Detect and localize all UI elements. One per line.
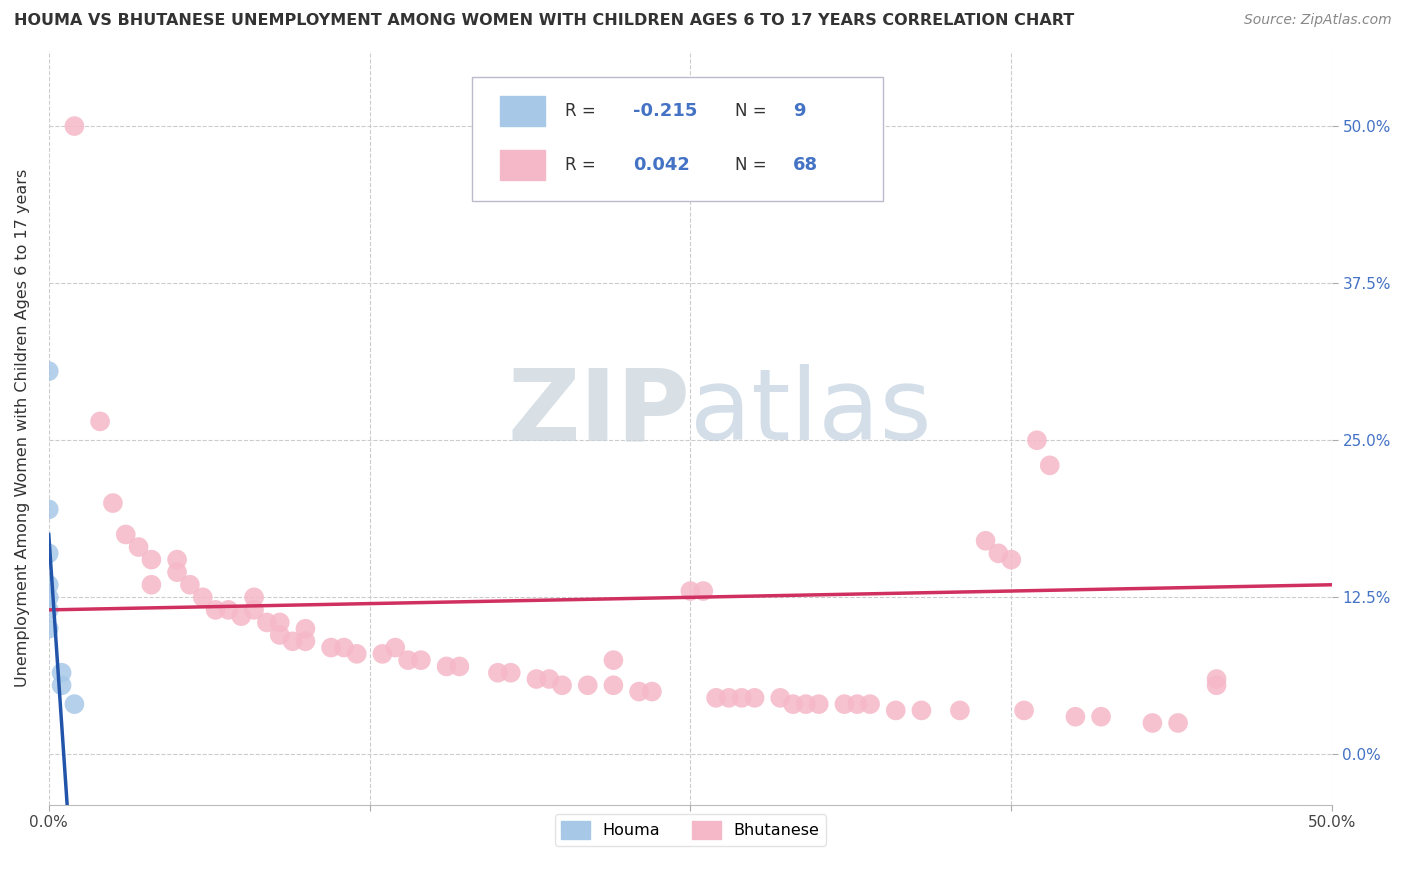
Point xyxy=(319,640,342,655)
Point xyxy=(63,119,86,133)
Point xyxy=(628,684,651,698)
Text: N =: N = xyxy=(735,156,772,174)
Text: R =: R = xyxy=(565,156,600,174)
Bar xyxy=(501,150,546,180)
Point xyxy=(38,603,60,617)
Point xyxy=(769,690,792,705)
Point xyxy=(1205,678,1227,692)
Point xyxy=(782,697,804,711)
Point xyxy=(128,540,150,554)
Point xyxy=(63,697,86,711)
Point xyxy=(333,640,356,655)
Point xyxy=(846,697,869,711)
Point xyxy=(884,703,907,717)
Point xyxy=(384,640,406,655)
Y-axis label: Unemployment Among Women with Children Ages 6 to 17 years: Unemployment Among Women with Children A… xyxy=(15,169,30,687)
Point xyxy=(576,678,599,692)
Point xyxy=(371,647,394,661)
Point xyxy=(1025,434,1047,448)
Point xyxy=(204,603,226,617)
Text: 9: 9 xyxy=(793,102,806,120)
Text: -0.215: -0.215 xyxy=(633,102,697,120)
Point xyxy=(89,414,111,428)
Point xyxy=(974,533,997,548)
Text: atlas: atlas xyxy=(690,364,932,461)
Point xyxy=(1205,672,1227,686)
Point xyxy=(1039,458,1062,473)
Legend: Houma, Bhutanese: Houma, Bhutanese xyxy=(555,814,827,846)
Point xyxy=(551,678,574,692)
Point xyxy=(179,578,201,592)
Point xyxy=(692,584,714,599)
Point xyxy=(191,591,214,605)
Point xyxy=(38,622,60,636)
Point xyxy=(526,672,548,686)
Point xyxy=(243,591,266,605)
Point xyxy=(294,622,316,636)
Point xyxy=(717,690,740,705)
Point xyxy=(859,697,882,711)
Text: ZIP: ZIP xyxy=(508,364,690,461)
Bar xyxy=(501,96,546,126)
Text: R =: R = xyxy=(565,102,600,120)
Point xyxy=(51,665,73,680)
Point xyxy=(679,584,702,599)
Point xyxy=(1167,716,1189,731)
Point xyxy=(217,603,239,617)
Text: HOUMA VS BHUTANESE UNEMPLOYMENT AMONG WOMEN WITH CHILDREN AGES 6 TO 17 YEARS COR: HOUMA VS BHUTANESE UNEMPLOYMENT AMONG WO… xyxy=(14,13,1074,29)
Point xyxy=(269,615,291,630)
Point xyxy=(409,653,432,667)
Point xyxy=(910,703,932,717)
Point xyxy=(449,659,471,673)
Point xyxy=(243,603,266,617)
Point xyxy=(281,634,304,648)
Point xyxy=(538,672,561,686)
Point xyxy=(114,527,136,541)
Point xyxy=(1090,709,1112,723)
Point xyxy=(1064,709,1087,723)
Point xyxy=(294,634,316,648)
Point xyxy=(38,502,60,516)
Point xyxy=(704,690,727,705)
Point xyxy=(396,653,419,667)
Point xyxy=(38,546,60,560)
Point xyxy=(641,684,664,698)
FancyBboxPatch shape xyxy=(472,77,883,202)
Point xyxy=(141,578,163,592)
Point xyxy=(166,552,188,566)
Point xyxy=(38,364,60,378)
Point xyxy=(602,678,624,692)
Point xyxy=(731,690,754,705)
Text: Source: ZipAtlas.com: Source: ZipAtlas.com xyxy=(1244,13,1392,28)
Point xyxy=(436,659,458,673)
Point xyxy=(38,591,60,605)
Point xyxy=(949,703,972,717)
Text: 68: 68 xyxy=(793,156,818,174)
Point xyxy=(1012,703,1035,717)
Point xyxy=(141,552,163,566)
Point xyxy=(794,697,817,711)
Point xyxy=(256,615,278,630)
Point xyxy=(38,578,60,592)
Text: N =: N = xyxy=(735,102,772,120)
Point xyxy=(346,647,368,661)
Point xyxy=(269,628,291,642)
Point xyxy=(51,678,73,692)
Point xyxy=(1142,716,1164,731)
Point xyxy=(231,609,253,624)
Text: 0.042: 0.042 xyxy=(633,156,689,174)
Point xyxy=(987,546,1010,560)
Point xyxy=(744,690,766,705)
Point xyxy=(166,565,188,579)
Point xyxy=(807,697,830,711)
Point xyxy=(499,665,522,680)
Point xyxy=(602,653,624,667)
Point xyxy=(486,665,509,680)
Point xyxy=(834,697,856,711)
Point xyxy=(1000,552,1022,566)
Point xyxy=(101,496,124,510)
